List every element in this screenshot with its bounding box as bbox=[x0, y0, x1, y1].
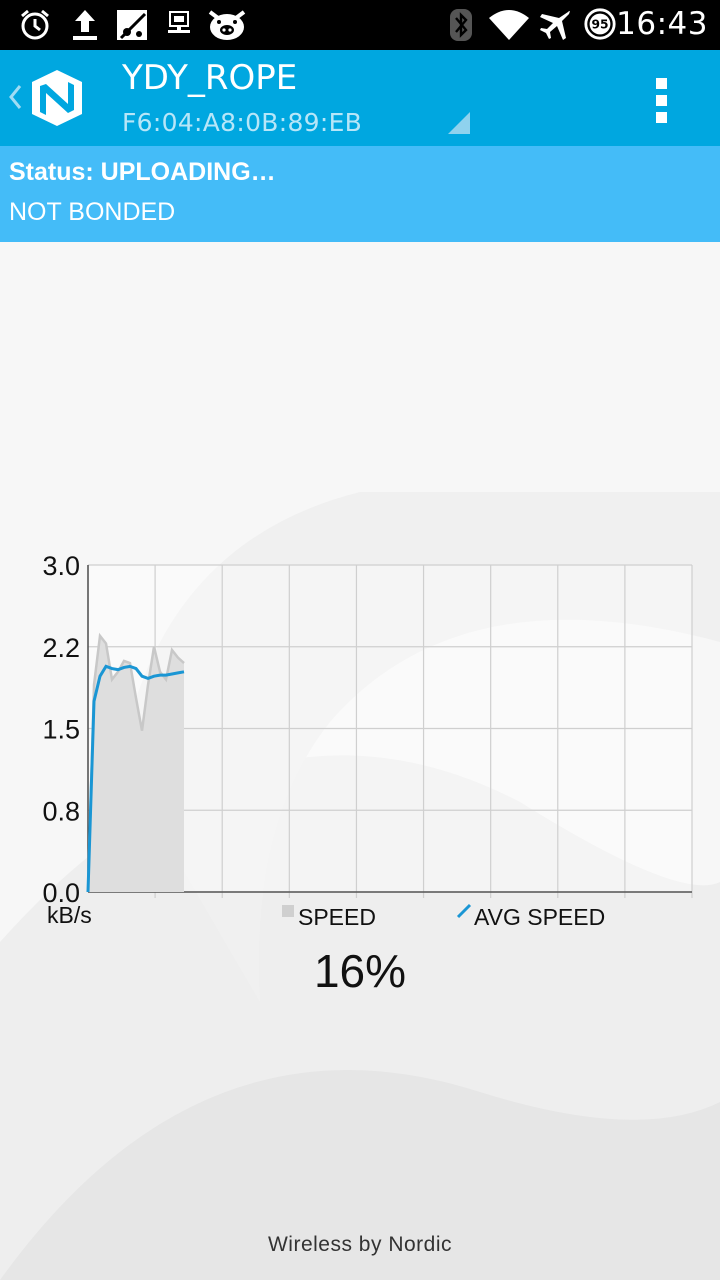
upload-icon bbox=[73, 10, 97, 40]
overflow-dot-icon bbox=[656, 95, 667, 106]
y-tick-label: 0.8 bbox=[42, 796, 80, 826]
bond-state-text: NOT BONDED bbox=[9, 198, 176, 226]
battery-level-text: 95 bbox=[591, 18, 608, 32]
y-unit-label: kB/s bbox=[47, 902, 92, 928]
upload-status-panel: Status: UPLOADING… NOT BONDED bbox=[0, 146, 720, 242]
y-tick-label: 3.0 bbox=[42, 551, 80, 581]
y-tick-label: 0.0 bbox=[42, 878, 80, 908]
legend-speed-label: SPEED bbox=[298, 904, 376, 930]
progress-percent: 16% bbox=[313, 945, 407, 997]
system-status-bar: 95 16:43 bbox=[0, 0, 720, 50]
legend-avg-speed-label: AVG SPEED bbox=[474, 904, 605, 930]
y-tick-label: 1.5 bbox=[42, 715, 80, 745]
blocked-app-icon bbox=[117, 10, 147, 40]
pig-icon bbox=[208, 10, 246, 40]
nordic-logo-icon bbox=[32, 70, 82, 126]
device-spinner[interactable]: YDY_ROPE F6:04:A8:0B:89:EB bbox=[110, 50, 480, 146]
alarm-icon bbox=[21, 9, 49, 40]
usb-debug-icon bbox=[168, 11, 190, 33]
battery-icon: 95 bbox=[584, 8, 616, 40]
spinner-dropdown-icon bbox=[448, 112, 470, 134]
legend-avg-speed-swatch bbox=[456, 903, 472, 919]
back-chevron-icon bbox=[9, 85, 22, 109]
bluetooth-icon bbox=[450, 9, 472, 41]
clock-time: 16:43 bbox=[616, 6, 708, 42]
legend-speed-swatch bbox=[282, 905, 294, 917]
overflow-dot-icon bbox=[656, 78, 667, 89]
airplane-icon bbox=[540, 10, 570, 40]
upload-status-text: Status: UPLOADING… bbox=[9, 158, 276, 186]
device-name: YDY_ROPE bbox=[122, 58, 298, 98]
home-up-button[interactable] bbox=[0, 50, 100, 146]
action-bar: YDY_ROPE F6:04:A8:0B:89:EB bbox=[0, 50, 720, 146]
footer-brand-text: Wireless by Nordic bbox=[267, 1233, 453, 1256]
speed-area bbox=[88, 635, 184, 892]
overflow-dot-icon bbox=[656, 112, 667, 123]
wifi-icon bbox=[489, 10, 529, 40]
device-address: F6:04:A8:0B:89:EB bbox=[122, 108, 363, 137]
y-tick-label: 2.2 bbox=[42, 633, 80, 663]
overflow-menu-button[interactable] bbox=[650, 76, 674, 124]
speed-chart: 3.0 2.2 1.5 0.8 0.0kB/s SPEED AVG SPEED bbox=[42, 551, 693, 930]
